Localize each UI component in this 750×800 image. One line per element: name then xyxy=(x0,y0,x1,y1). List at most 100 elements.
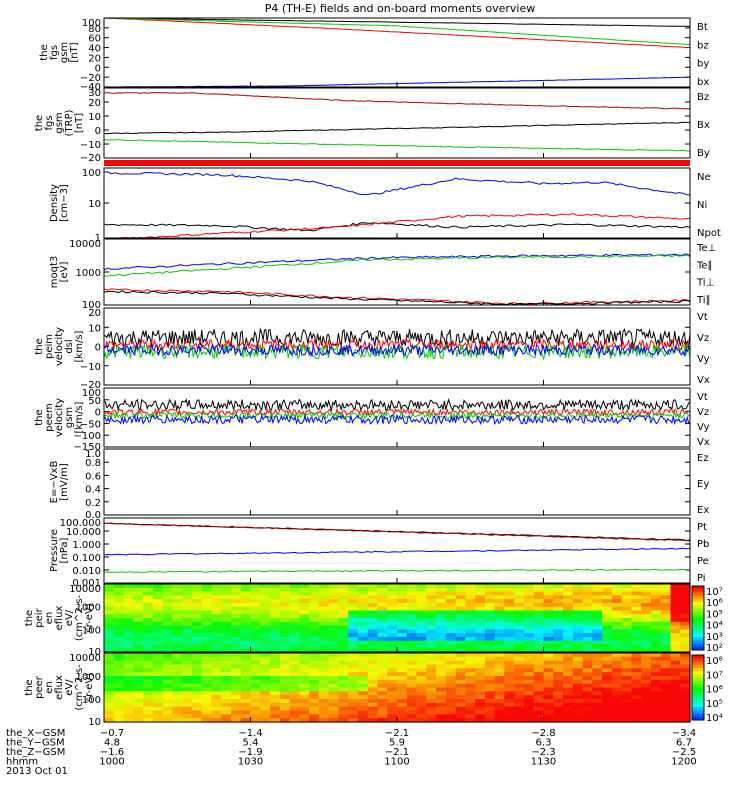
y-tick-label: 0.2 xyxy=(85,498,101,509)
heatmap-cell xyxy=(270,591,281,596)
heatmap-cell xyxy=(348,636,359,642)
y-axis-label: the xyxy=(39,44,50,60)
heatmap-cell xyxy=(338,714,349,719)
y-axis-label: peir xyxy=(34,607,45,627)
heatmap-cell xyxy=(162,587,173,593)
series-Ne xyxy=(103,171,691,196)
heatmap-cell xyxy=(484,584,496,589)
heatmap-cell xyxy=(318,679,330,685)
colorbar-step xyxy=(692,640,704,645)
heatmap-cell xyxy=(543,621,554,627)
heatmap-cell xyxy=(582,629,593,634)
heatmap-cell xyxy=(660,676,672,681)
heatmap-cell xyxy=(113,679,125,685)
heatmap-cell xyxy=(582,699,593,704)
heatmap-cell xyxy=(650,695,662,700)
heatmap-cell xyxy=(123,664,134,669)
heatmap-cell xyxy=(299,644,310,649)
heatmap-cell xyxy=(553,718,564,723)
heatmap-cell xyxy=(406,691,418,696)
heatmap-cell xyxy=(455,706,466,712)
heatmap-cell xyxy=(260,584,271,589)
colorbar-step xyxy=(692,592,704,597)
heatmap-cell xyxy=(367,699,379,704)
heatmap-cell xyxy=(484,610,496,615)
heatmap-cell xyxy=(182,606,193,612)
heatmap-cell xyxy=(484,702,496,708)
heatmap-cell xyxy=(455,618,466,623)
series-By xyxy=(103,139,691,152)
heatmap-cell xyxy=(563,599,574,604)
heatmap-cell xyxy=(367,587,379,593)
heatmap-cell xyxy=(426,587,437,593)
heatmap-cell xyxy=(318,660,330,666)
heatmap-cell xyxy=(250,699,261,704)
heatmap-cell xyxy=(484,710,496,715)
heatmap-cell xyxy=(680,672,691,677)
heatmap-cell xyxy=(514,636,525,642)
heatmap-cell xyxy=(543,633,554,638)
heatmap-cell xyxy=(162,664,173,669)
heatmap-cell xyxy=(182,610,193,615)
heatmap-cell xyxy=(279,610,291,615)
heatmap-cell xyxy=(367,625,379,630)
heatmap-cell xyxy=(514,584,525,589)
heatmap-cell xyxy=(221,714,232,719)
heatmap-cell xyxy=(523,714,535,719)
heatmap-cell xyxy=(533,656,545,662)
heatmap-cell xyxy=(397,614,408,619)
heatmap-cell xyxy=(406,602,418,608)
heatmap-cell xyxy=(660,633,672,638)
heatmap-cell xyxy=(377,710,388,715)
heatmap-cell xyxy=(201,629,213,634)
heatmap-cell xyxy=(348,591,359,596)
heatmap-cell xyxy=(465,679,476,685)
heatmap-cell xyxy=(494,629,506,634)
heatmap-cell xyxy=(240,644,252,649)
heatmap-cell xyxy=(563,648,574,653)
heatmap-cell xyxy=(670,621,681,627)
heatmap-cell xyxy=(514,640,525,646)
heatmap-cell xyxy=(397,633,408,638)
heatmap-cell xyxy=(143,599,154,604)
heatmap-cell xyxy=(621,640,632,646)
y-tick-label: 50 xyxy=(88,396,101,407)
heatmap-cell xyxy=(406,702,418,708)
heatmap-cell xyxy=(572,591,584,596)
heatmap-cell xyxy=(563,644,574,649)
y-axis-label: (cm^2-s- xyxy=(74,594,85,641)
legend-Pb: Pb xyxy=(697,539,709,550)
heatmap-cell xyxy=(455,614,466,619)
heatmap-cell xyxy=(182,629,193,634)
heatmap-cell xyxy=(309,676,320,681)
heatmap-cell xyxy=(162,691,173,696)
ephemeris-value: −1.9 xyxy=(238,747,262,758)
heatmap-cell xyxy=(221,644,232,649)
y-axis-label: sr-eV) xyxy=(84,603,95,632)
heatmap-cell xyxy=(299,610,310,615)
heatmap-cell xyxy=(211,648,222,653)
heatmap-cell xyxy=(455,640,466,646)
heatmap-cell xyxy=(123,706,134,712)
heatmap-cell xyxy=(572,648,584,653)
heatmap-cell xyxy=(572,718,584,723)
heatmap-cell xyxy=(143,602,154,608)
heatmap-cell xyxy=(426,599,437,604)
heatmap-cell xyxy=(426,633,437,638)
heatmap-cell xyxy=(240,714,252,719)
heatmap-cell xyxy=(670,587,681,593)
heatmap-cell xyxy=(260,599,271,604)
heatmap-cell xyxy=(182,714,193,719)
heatmap-cell xyxy=(367,636,379,642)
colorbar-step xyxy=(692,637,704,641)
y-axis-label: fgs xyxy=(44,115,55,130)
heatmap-cell xyxy=(563,664,574,669)
heatmap-cell xyxy=(133,625,144,630)
heatmap-cell xyxy=(650,676,662,681)
heatmap-cell xyxy=(650,687,662,692)
heatmap-cell xyxy=(523,591,535,596)
heatmap-cell xyxy=(416,648,427,653)
heatmap-cell xyxy=(611,656,623,662)
heatmap-cell xyxy=(152,706,164,712)
